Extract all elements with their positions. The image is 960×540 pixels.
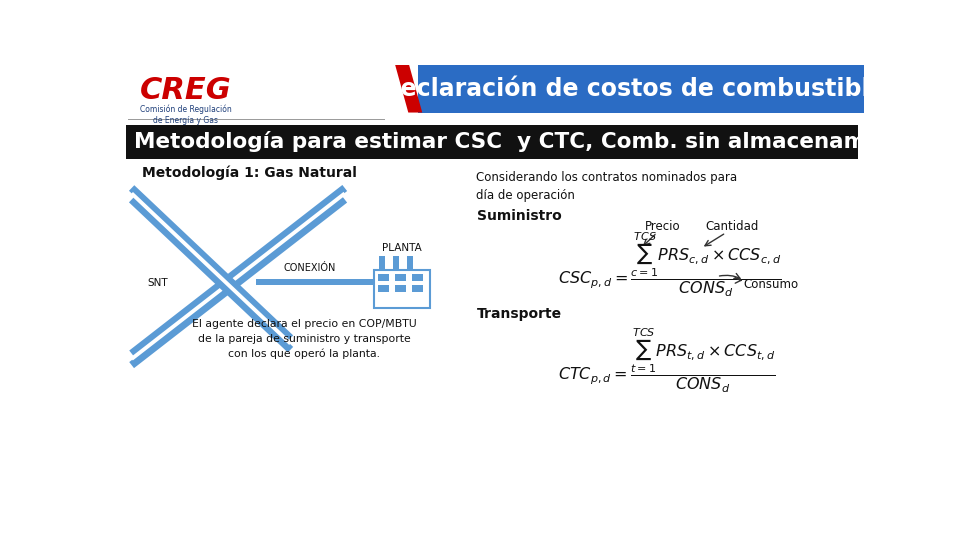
Text: $CSC_{p,d} = \dfrac{\sum_{c=1}^{TCS} PRS_{c,d} \times CCS_{c,d}}{CONS_d}$: $CSC_{p,d} = \dfrac{\sum_{c=1}^{TCS} PRS…: [558, 231, 781, 299]
Polygon shape: [129, 185, 293, 341]
Text: Comisión de Regulación
de Energía y Gas: Comisión de Regulación de Energía y Gas: [140, 105, 231, 125]
Bar: [396, 274, 406, 281]
Bar: [378, 274, 389, 281]
Bar: [379, 256, 385, 269]
Text: El agente declara el precio en COP/MBTU
de la pareja de suministro y transporte
: El agente declara el precio en COP/MBTU …: [192, 319, 417, 359]
Bar: [396, 285, 406, 292]
Text: SNT: SNT: [147, 278, 168, 288]
Text: Metodología 1: Gas Natural: Metodología 1: Gas Natural: [142, 165, 356, 180]
Text: Considerando los contratos nominados para
día de operación: Considerando los contratos nominados par…: [476, 171, 737, 202]
Text: $CTC_{p,d} = \dfrac{\sum_{t=1}^{TCS} PRS_{t,d} \times CCS_{t,d}}{CONS_d}$: $CTC_{p,d} = \dfrac{\sum_{t=1}^{TCS} PRS…: [558, 327, 776, 395]
Text: Declaración de costos de combustibles: Declaración de costos de combustibles: [381, 77, 900, 100]
Text: Consumo: Consumo: [744, 278, 799, 291]
Bar: [412, 285, 423, 292]
Polygon shape: [131, 192, 346, 361]
Polygon shape: [396, 65, 422, 112]
Bar: [412, 274, 423, 281]
Text: Suministro: Suministro: [476, 210, 562, 224]
Text: Precio: Precio: [645, 220, 681, 233]
Bar: [126, 125, 858, 159]
Text: CONEXIÓN: CONEXIÓN: [284, 262, 336, 273]
Bar: [378, 285, 389, 292]
Polygon shape: [131, 192, 292, 345]
Polygon shape: [255, 279, 375, 285]
Bar: [419, 65, 864, 112]
Text: Metodología para estimar CSC  y CTC, Comb. sin almacenamiento: Metodología para estimar CSC y CTC, Comb…: [134, 131, 928, 152]
Bar: [374, 269, 430, 308]
Polygon shape: [130, 197, 348, 368]
Polygon shape: [130, 185, 348, 356]
Text: Transporte: Transporte: [476, 307, 562, 321]
Text: CREG: CREG: [140, 76, 231, 105]
Text: Cantidad: Cantidad: [706, 220, 759, 233]
Polygon shape: [129, 197, 293, 353]
Bar: [407, 256, 413, 269]
Bar: [393, 256, 399, 269]
Text: PLANTA: PLANTA: [382, 244, 422, 253]
